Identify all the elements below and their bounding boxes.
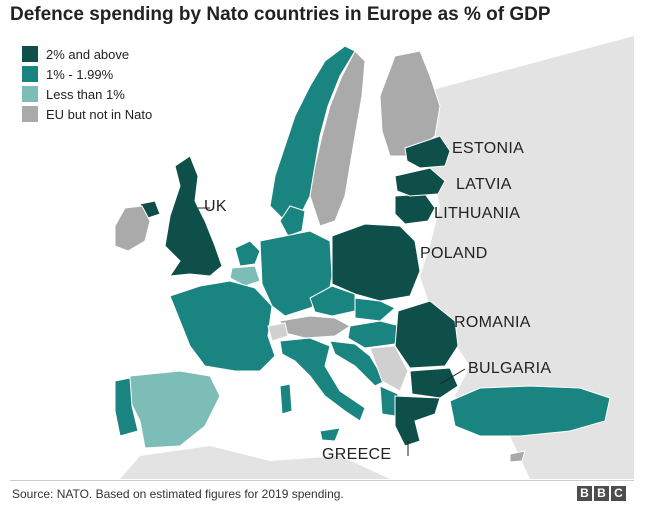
country-austria (279, 315, 351, 339)
legend-item-2pct: 2% and above (22, 44, 152, 64)
country-cyprus (509, 450, 526, 463)
legend-label-eu: EU but not in Nato (46, 106, 153, 122)
country-latvia (394, 167, 446, 197)
country-finland (379, 50, 441, 157)
label-uk: UK (204, 198, 227, 215)
country-croatia (329, 340, 386, 387)
legend-item-eu: EU but not in Nato (22, 104, 152, 124)
legend-label-1pct: 1% - 1.99% (46, 66, 114, 82)
land-north-africa (120, 446, 390, 479)
country-norway (269, 45, 356, 222)
legend-swatch-1pct (22, 66, 38, 82)
country-uk (164, 155, 223, 277)
legend-swatch-eu (22, 106, 38, 122)
country-poland (331, 223, 421, 302)
country-sicily (319, 427, 341, 442)
legend: 2% and above 1% - 1.99% Less than 1% EU … (22, 44, 152, 124)
country-france (169, 280, 276, 372)
country-spain (129, 370, 221, 449)
country-slovakia (354, 297, 396, 322)
label-lithuania: LITHUANIA (434, 205, 521, 222)
bbc-logo: B B C (577, 486, 626, 501)
leader-bulgaria (439, 368, 466, 385)
country-sweden (309, 50, 366, 227)
country-italy (279, 337, 366, 422)
bbc-logo-letter-1: B (577, 486, 592, 501)
label-estonia: ESTONIA (452, 140, 525, 157)
label-romania: ROMANIA (454, 314, 531, 331)
label-greece: GREECE (322, 446, 392, 463)
country-bulgaria (409, 367, 459, 399)
legend-swatch-2pct (22, 46, 38, 62)
label-bulgaria: BULGARIA (468, 360, 552, 377)
source-note: Source: NATO. Based on estimated figures… (12, 487, 344, 501)
country-denmark (279, 205, 306, 237)
country-romania (394, 300, 459, 369)
legend-swatch-less1 (22, 86, 38, 102)
country-sardinia (279, 383, 293, 415)
chart-title: Defence spending by Nato countries in Eu… (10, 4, 551, 25)
legend-item-1pct: 1% - 1.99% (22, 64, 152, 84)
country-netherlands (234, 240, 261, 267)
country-turkey (449, 385, 611, 437)
country-greece (394, 395, 441, 447)
legend-item-less1: Less than 1% (22, 84, 152, 104)
label-latvia: LATVIA (456, 176, 512, 193)
bbc-logo-letter-3: C (611, 486, 626, 501)
footer-divider (10, 480, 634, 481)
label-poland: POLAND (420, 245, 488, 262)
bbc-logo-letter-2: B (594, 486, 609, 501)
country-switzerland (267, 322, 289, 342)
country-belgium (229, 265, 261, 287)
legend-label-2pct: 2% and above (46, 46, 130, 62)
country-portugal (114, 377, 139, 437)
legend-label-less1: Less than 1% (46, 86, 125, 102)
country-estonia (404, 135, 451, 169)
country-ireland (114, 205, 151, 252)
land-east (410, 36, 634, 479)
europe-map (10, 36, 634, 479)
country-serbia (369, 345, 409, 392)
map: 2% and above 1% - 1.99% Less than 1% EU … (10, 36, 634, 479)
